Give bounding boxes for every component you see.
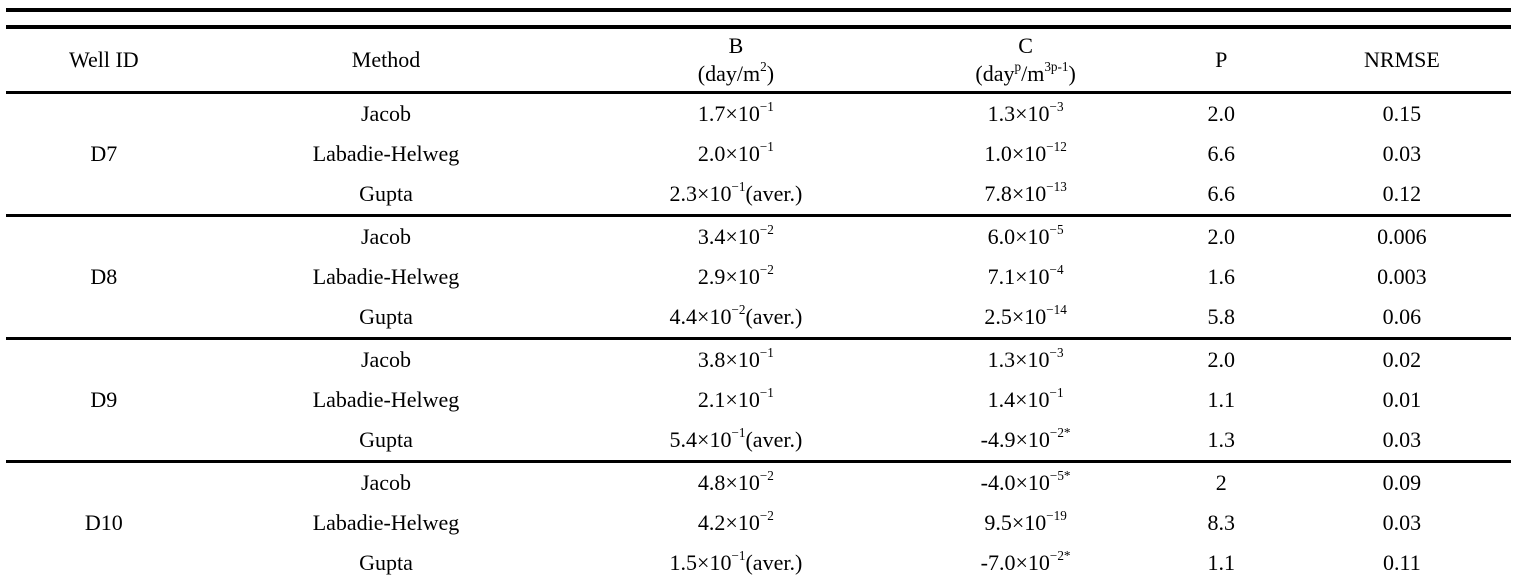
table-row: Labadie-Helweg 2.0×10−1 1.0×10−12 6.6 0.03 — [6, 134, 1511, 174]
header-b: B (day/m2) — [570, 29, 902, 94]
method-cell: Labadie-Helweg — [312, 510, 460, 535]
c-cell: 1.3×10−3 — [901, 91, 1150, 134]
header-method: Method — [201, 29, 571, 94]
method-cell: Gupta — [359, 550, 413, 575]
nrmse-cell: 0.01 — [1382, 387, 1422, 412]
p-cell: 1.3 — [1207, 427, 1236, 452]
b-cell: 1.7×10−1 — [570, 91, 902, 134]
table-row: D8 Jacob 3.4×10−2 6.0×10−5 2.0 0.006 — [6, 214, 1511, 339]
well-id-cell: D9 — [6, 337, 202, 462]
well-group-D9: D9 Jacob 3.8×10−1 1.3×10−3 2.0 0.02 Labadie-He… — [6, 337, 1511, 462]
header-nrmse: NRMSE — [1292, 29, 1511, 94]
table-row: Gupta 2.3×10−1(aver.) 7.8×10−13 6.6 0.12 — [6, 174, 1511, 216]
c-cell: 9.5×10−19 — [984, 507, 1067, 535]
well-group-D7: D7 Jacob 1.7×10−1 1.3×10−3 2.0 0.15 Labadie-He… — [6, 91, 1511, 216]
header-well-id: Well ID — [6, 29, 202, 94]
nrmse-cell: 0.003 — [1377, 264, 1427, 289]
p-cell: 2 — [1149, 460, 1293, 503]
well-id-cell: D7 — [6, 91, 202, 216]
c-cell: -4.0×10−5* — [901, 460, 1150, 503]
b-cell: 4.4×10−2(aver.) — [669, 301, 803, 329]
p-cell: 2.0 — [1149, 91, 1293, 134]
header-well-id-label: Well ID — [68, 47, 139, 72]
p-cell: 2.0 — [1149, 337, 1293, 380]
p-cell: 2.0 — [1149, 214, 1293, 257]
nrmse-cell: 0.02 — [1292, 337, 1511, 380]
header-p: P — [1149, 29, 1293, 94]
nrmse-cell: 0.03 — [1382, 510, 1422, 535]
b-cell: 2.9×10−2 — [697, 261, 774, 289]
c-cell: 1.4×10−1 — [987, 384, 1064, 412]
nrmse-cell: 0.03 — [1382, 141, 1422, 166]
well-group-D10: D10 Jacob 4.8×10−2 -4.0×10−5* 2 0.09 Labadie-H… — [6, 460, 1511, 583]
method-cell: Labadie-Helweg — [312, 264, 460, 289]
method-cell: Jacob — [201, 214, 571, 257]
table-row: Gupta 1.5×10−1(aver.) -7.0×10−2* 1.1 0.11 — [6, 543, 1511, 583]
c-cell: -4.9×10−2* — [980, 424, 1071, 452]
nrmse-cell: 0.12 — [1382, 181, 1422, 206]
table-top-double-rule — [6, 8, 1511, 29]
table-row: Labadie-Helweg 4.2×10−2 9.5×10−19 8.3 0.03 — [6, 503, 1511, 543]
nrmse-cell: 0.03 — [1382, 427, 1422, 452]
header-row: Well ID Method B (day/m2) C (dayp/m3p-1)… — [6, 29, 1511, 94]
b-cell: 1.5×10−1(aver.) — [669, 547, 803, 575]
method-cell: Labadie-Helweg — [312, 387, 460, 412]
table-row: Labadie-Helweg 2.1×10−1 1.4×10−1 1.1 0.01 — [6, 380, 1511, 420]
header-b-unit: (day/m2) — [697, 58, 775, 86]
b-cell: 2.0×10−1 — [697, 138, 774, 166]
c-cell: 6.0×10−5 — [901, 214, 1150, 257]
method-cell: Jacob — [201, 337, 571, 380]
header-nrmse-label: NRMSE — [1363, 47, 1440, 72]
table-row: Gupta 5.4×10−1(aver.) -4.9×10−2* 1.3 0.03 — [6, 420, 1511, 462]
method-cell: Gupta — [359, 181, 413, 206]
p-cell: 8.3 — [1207, 510, 1236, 535]
nrmse-cell: 0.11 — [1383, 550, 1421, 575]
table-row: D9 Jacob 3.8×10−1 1.3×10−3 2.0 0.02 — [6, 337, 1511, 462]
p-cell: 5.8 — [1207, 304, 1236, 329]
b-cell: 2.3×10−1(aver.) — [669, 178, 803, 206]
header-method-label: Method — [351, 47, 421, 72]
table-row: Gupta 4.4×10−2(aver.) 2.5×10−14 5.8 0.06 — [6, 297, 1511, 339]
c-cell: 2.5×10−14 — [984, 301, 1067, 329]
header-c: C (dayp/m3p-1) — [901, 29, 1150, 94]
p-cell: 6.6 — [1207, 181, 1236, 206]
method-cell: Gupta — [359, 304, 413, 329]
well-id-cell: D10 — [6, 460, 202, 583]
method-cell: Labadie-Helweg — [312, 141, 460, 166]
p-cell: 1.6 — [1207, 264, 1236, 289]
table-header: Well ID Method B (day/m2) C (dayp/m3p-1)… — [6, 29, 1511, 94]
b-cell: 3.8×10−1 — [570, 337, 902, 380]
c-cell: 7.8×10−13 — [984, 178, 1067, 206]
header-p-label: P — [1215, 47, 1228, 72]
method-cell: Jacob — [201, 91, 571, 134]
nrmse-cell: 0.09 — [1292, 460, 1511, 503]
c-cell: 1.0×10−12 — [984, 138, 1067, 166]
p-cell: 6.6 — [1207, 141, 1236, 166]
b-cell: 5.4×10−1(aver.) — [669, 424, 803, 452]
table-row: Labadie-Helweg 2.9×10−2 7.1×10−4 1.6 0.003 — [6, 257, 1511, 297]
b-cell: 2.1×10−1 — [697, 384, 774, 412]
method-cell: Jacob — [201, 460, 571, 503]
well-id-cell: D8 — [6, 214, 202, 339]
parameters-table: Well ID Method B (day/m2) C (dayp/m3p-1)… — [6, 29, 1511, 583]
nrmse-cell: 0.06 — [1382, 304, 1422, 329]
nrmse-cell: 0.15 — [1292, 91, 1511, 134]
c-cell: 7.1×10−4 — [987, 261, 1064, 289]
b-cell: 3.4×10−2 — [570, 214, 902, 257]
nrmse-cell: 0.006 — [1292, 214, 1511, 257]
b-cell: 4.8×10−2 — [570, 460, 902, 503]
table-row: D10 Jacob 4.8×10−2 -4.0×10−5* 2 0.09 — [6, 460, 1511, 583]
header-c-unit: (dayp/m3p-1) — [975, 58, 1076, 86]
header-b-label: B — [728, 33, 744, 58]
table-row: D7 Jacob 1.7×10−1 1.3×10−3 2.0 0.15 — [6, 91, 1511, 216]
c-cell: 1.3×10−3 — [901, 337, 1150, 380]
b-cell: 4.2×10−2 — [697, 507, 774, 535]
c-cell: -7.0×10−2* — [980, 547, 1071, 575]
method-cell: Gupta — [359, 427, 413, 452]
p-cell: 1.1 — [1207, 387, 1236, 412]
well-group-D8: D8 Jacob 3.4×10−2 6.0×10−5 2.0 0.006 Labadie-H… — [6, 214, 1511, 339]
header-c-label: C — [1018, 33, 1033, 58]
p-cell: 1.1 — [1207, 550, 1236, 575]
